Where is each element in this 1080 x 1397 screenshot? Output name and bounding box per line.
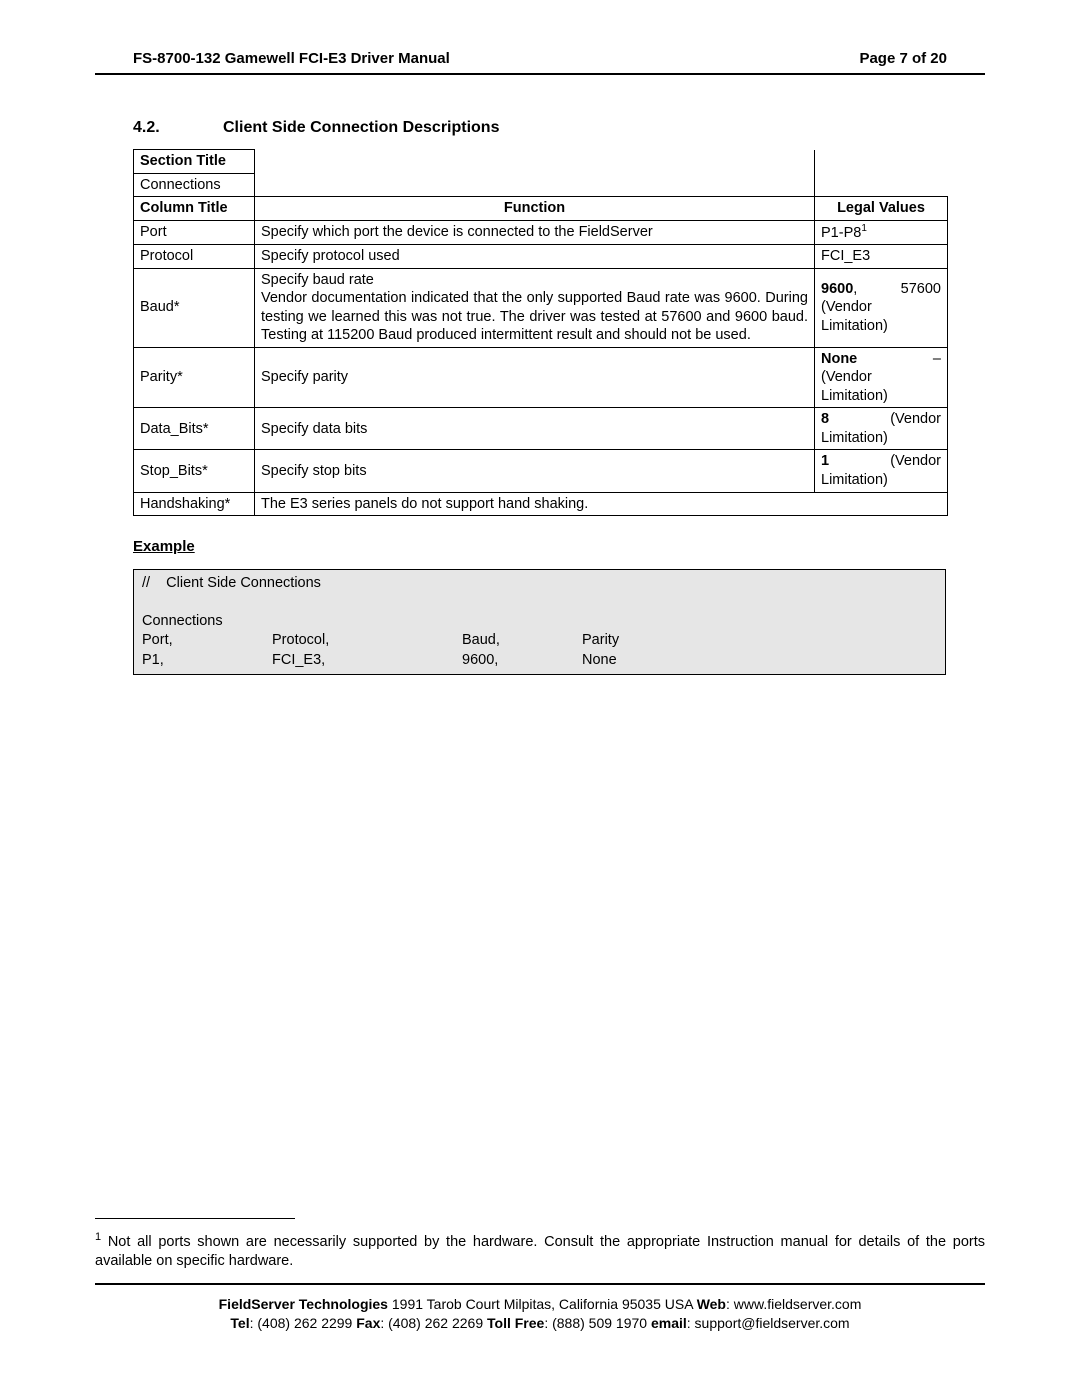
row-func: Specify stop bits <box>255 450 815 492</box>
function-label: Function <box>255 197 815 221</box>
row-col: Port <box>134 220 255 244</box>
connections-table: Section Title Connections Column Title F… <box>133 149 948 516</box>
example-blank <box>142 594 937 612</box>
row-col: Parity* <box>134 347 255 408</box>
row-func: Specify baud rateVendor documentation in… <box>255 268 815 347</box>
row-col: Stop_Bits* <box>134 450 255 492</box>
row-legal: 1 (Vendor Limitation) <box>815 450 948 492</box>
page-footer: FieldServer Technologies 1991 Tarob Cour… <box>95 1295 985 1333</box>
row-legal: P1-P81 <box>815 220 948 244</box>
table-row: Data_Bits* Specify data bits 8 (Vendor L… <box>134 408 948 450</box>
row-legal: FCI_E3 <box>815 245 948 269</box>
footer-rule <box>95 1283 985 1285</box>
footnote: 1 Not all ports shown are necessarily su… <box>95 1230 985 1271</box>
table-row: Baud* Specify baud rateVendor documentat… <box>134 268 948 347</box>
section-title-label: Section Title <box>134 150 255 174</box>
example-heading: Example <box>133 538 985 555</box>
row-col: Protocol <box>134 245 255 269</box>
example-table: Connections Port, Protocol, Baud, Parity… <box>142 612 937 671</box>
table-row: Port Specify which port the device is co… <box>134 220 948 244</box>
row-func: Specify which port the device is connect… <box>255 220 815 244</box>
section-number: 4.2. <box>133 119 223 137</box>
row-legal: 9600, 57600 (Vendor Limitation) <box>815 268 948 347</box>
header-left: FS-8700-132 Gamewell FCI-E3 Driver Manua… <box>133 50 450 67</box>
table-row: Parity* Specify parity None – (Vendor Li… <box>134 347 948 408</box>
row-col: Baud* <box>134 268 255 347</box>
column-title-label: Column Title <box>134 197 255 221</box>
row-func: Specify data bits <box>255 408 815 450</box>
footnote-rule <box>95 1218 295 1219</box>
example-box: // Client Side Connections Connections P… <box>133 569 946 675</box>
row-col: Handshaking* <box>134 492 255 516</box>
row-legal: 8 (Vendor Limitation) <box>815 408 948 450</box>
table-row: Stop_Bits* Specify stop bits 1 (Vendor L… <box>134 450 948 492</box>
section-heading: 4.2. Client Side Connection Descriptions <box>133 119 985 137</box>
table-row: Protocol Specify protocol used FCI_E3 <box>134 245 948 269</box>
section-title: Client Side Connection Descriptions <box>223 119 499 137</box>
page-header: FS-8700-132 Gamewell FCI-E3 Driver Manua… <box>95 50 985 75</box>
row-func: The E3 series panels do not support hand… <box>255 492 948 516</box>
header-right: Page 7 of 20 <box>859 50 947 67</box>
row-legal: None – (Vendor Limitation) <box>815 347 948 408</box>
section-title-value: Connections <box>134 173 255 197</box>
legal-values-label: Legal Values <box>815 197 948 221</box>
row-col: Data_Bits* <box>134 408 255 450</box>
row-func: Specify parity <box>255 347 815 408</box>
example-comment: // Client Side Connections <box>142 574 937 594</box>
table-row: Handshaking* The E3 series panels do not… <box>134 492 948 516</box>
row-func: Specify protocol used <box>255 245 815 269</box>
